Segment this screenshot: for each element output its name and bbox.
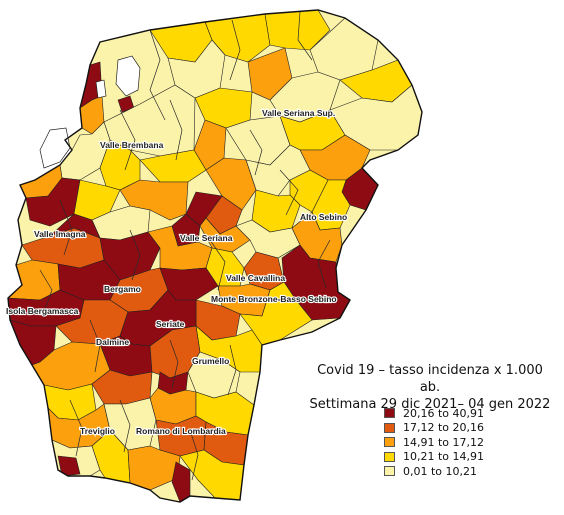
legend-item: 17,12 to 20,16	[384, 421, 484, 436]
label-valle-brembana: Valle Brembana	[100, 140, 164, 150]
legend-swatch	[384, 437, 395, 448]
border-line	[227, 344, 237, 396]
map-legend: Covid 19 – tasso incidenza x 1.000 ab. S…	[300, 362, 560, 478]
lakes	[39, 55, 141, 169]
border-line	[169, 99, 183, 161]
municipality-borders	[39, 11, 331, 481]
label-bergamo: Bergamo	[104, 284, 141, 294]
legend-swatch	[384, 408, 395, 419]
label-treviglio: Treviglio	[80, 426, 115, 436]
border-line	[189, 429, 199, 481]
border-line	[59, 199, 73, 256]
lake-gap	[95, 79, 107, 99]
label-valle-seriana: Valle Seriana	[180, 233, 233, 243]
legend-item-label: 17,12 to 20,16	[403, 421, 485, 435]
municipality-zone	[57, 455, 81, 477]
legend-item: 14,91 to 17,12	[384, 435, 484, 450]
legend-item: 0,01 to 10,21	[384, 464, 484, 479]
municipality-zones	[8, 10, 422, 502]
legend-item: 10,21 to 14,91	[384, 450, 484, 465]
legend-swatch	[384, 466, 395, 477]
border-line	[209, 239, 226, 291]
legend-title-line1: Covid 19 – tasso incidenza x 1.000	[317, 363, 543, 378]
legend-item: 20,16 to 40,91	[384, 406, 484, 421]
label-romano-di-lombardia: Romano di Lombardia	[136, 426, 226, 436]
legend-items: 20,16 to 40,91 17,12 to 20,16 14,91 to 1…	[384, 406, 484, 479]
border-line	[119, 109, 136, 171]
municipality-zone	[155, 415, 207, 457]
border-line	[297, 11, 313, 61]
legend-title-line2: ab.	[419, 380, 441, 395]
border-line	[317, 239, 331, 289]
municipality-zone	[49, 213, 101, 239]
label-monte-bronzone-basso-sebino: Monte Bronzone-Basso Sebino	[211, 294, 337, 304]
legend-item-label: 10,21 to 14,91	[403, 450, 485, 464]
lake-north	[115, 55, 141, 97]
label-valle-cavallina: Valle Cavallina	[226, 273, 285, 283]
legend-title-line3: Settimana 29 dic 2021– 04 gen 2022	[309, 397, 551, 412]
legend-item-label: 0,01 to 10,21	[403, 464, 478, 478]
label-isola-bergamasca: Isola Bergamasca	[6, 306, 79, 316]
border-line	[229, 19, 241, 81]
border-line	[149, 29, 166, 121]
border-line	[39, 269, 53, 313]
legend-swatch	[384, 451, 395, 462]
label-grumello: Grumello	[192, 356, 229, 366]
legend-item-label: 14,91 to 17,12	[403, 435, 485, 449]
label-alto-sebino: Alto Sebino	[300, 212, 347, 222]
lake-west	[39, 127, 71, 169]
legend-item-label: 20,16 to 40,91	[403, 406, 485, 420]
label-valle-seriana-sup: Valle Seriana Sup.	[262, 108, 335, 118]
border-line	[129, 229, 141, 281]
border-line	[169, 339, 179, 389]
border-line	[69, 399, 83, 457]
region-labels: Valle Seriana Sup. Valle Brembana Alto S…	[5, 107, 348, 437]
label-dalmine: Dalmine	[96, 337, 129, 347]
border-line	[89, 319, 101, 373]
border-line	[119, 399, 131, 453]
label-seriate: Seriate	[156, 319, 185, 329]
label-valle-imagna: Valle Imagna	[34, 229, 86, 239]
border-line	[279, 169, 299, 216]
border-line	[249, 129, 263, 176]
legend-swatch	[384, 422, 395, 433]
